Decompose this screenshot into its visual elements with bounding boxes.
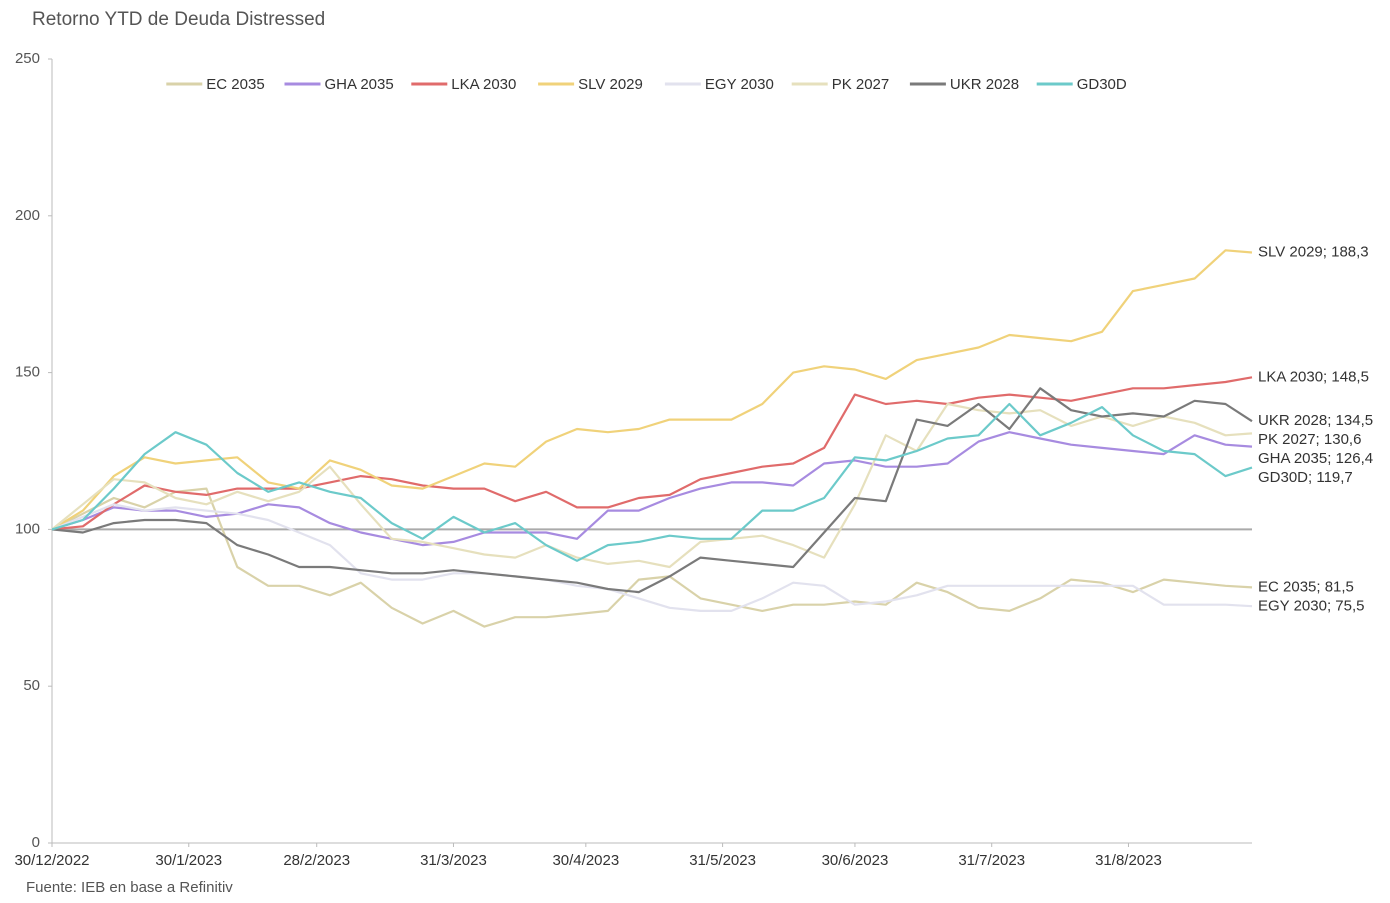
- y-tick-label: 50: [23, 677, 40, 694]
- end-label: PK 2027; 130,6: [1258, 431, 1361, 448]
- end-label: EGY 2030; 75,5: [1258, 597, 1364, 614]
- x-tick-label: 30/12/2022: [14, 852, 89, 869]
- x-tick-label: 31/7/2023: [958, 852, 1025, 869]
- legend-label: GD30D: [1077, 76, 1127, 93]
- end-label: SLV 2029; 188,3: [1258, 243, 1369, 260]
- series-line: [51, 431, 1253, 547]
- end-label: EC 2035; 81,5: [1258, 578, 1354, 595]
- legend-label: EGY 2030: [705, 76, 774, 93]
- y-tick-label: 150: [15, 364, 40, 381]
- y-tick-label: 100: [15, 520, 40, 537]
- legend-label: UKR 2028: [950, 76, 1019, 93]
- x-tick-label: 28/2/2023: [283, 852, 350, 869]
- legend-label: LKA 2030: [451, 76, 516, 93]
- legend-label: SLV 2029: [578, 76, 643, 93]
- source-note: Fuente: IEB en base a Refinitiv: [26, 879, 233, 896]
- legend-label: GHA 2035: [325, 76, 394, 93]
- series-line: [51, 503, 1253, 612]
- end-label: GD30D; 119,7: [1258, 469, 1353, 486]
- x-tick-label: 30/1/2023: [155, 852, 222, 869]
- x-tick-label: 30/6/2023: [822, 852, 889, 869]
- series-line: [51, 402, 1253, 569]
- y-tick-label: 200: [15, 207, 40, 224]
- x-tick-label: 31/8/2023: [1095, 852, 1162, 869]
- legend-label: EC 2035: [206, 76, 264, 93]
- series-line: [51, 376, 1253, 531]
- series-line: [51, 402, 1253, 562]
- y-tick-label: 250: [15, 50, 40, 67]
- y-tick-label: 0: [32, 834, 40, 851]
- series-line: [51, 387, 1253, 594]
- end-label: LKA 2030; 148,5: [1258, 368, 1369, 385]
- x-tick-label: 31/5/2023: [689, 852, 756, 869]
- end-label: GHA 2035; 126,4: [1258, 450, 1373, 467]
- x-tick-label: 31/3/2023: [420, 852, 487, 869]
- x-tick-label: 30/4/2023: [552, 852, 619, 869]
- legend-label: PK 2027: [832, 76, 890, 93]
- chart-title: Retorno YTD de Deuda Distressed: [32, 9, 325, 30]
- series-line: [51, 249, 1253, 531]
- series-line: [51, 487, 1253, 628]
- end-label: UKR 2028; 134,5: [1258, 412, 1373, 429]
